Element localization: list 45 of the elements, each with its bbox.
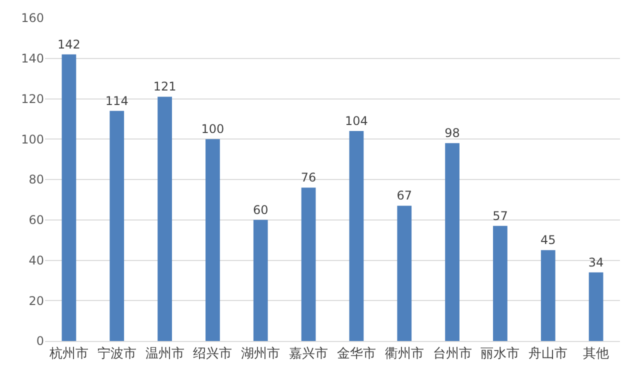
bar bbox=[301, 188, 316, 341]
data-label: 142 bbox=[58, 37, 80, 52]
data-label: 121 bbox=[153, 80, 176, 94]
data-label: 60 bbox=[252, 202, 268, 217]
data-label: 34 bbox=[588, 255, 604, 270]
y-tick-label: 120 bbox=[21, 92, 44, 106]
x-tick-label: 丽水市 bbox=[480, 346, 520, 362]
bar bbox=[588, 272, 604, 341]
bar bbox=[349, 131, 364, 341]
bar bbox=[445, 143, 460, 341]
x-tick-label: 舟山市 bbox=[528, 346, 568, 362]
data-label: 67 bbox=[396, 188, 412, 203]
x-tick-label: 温州市 bbox=[145, 346, 184, 362]
bar bbox=[158, 96, 172, 341]
x-tick-label: 金华市 bbox=[336, 346, 376, 362]
x-tick-label: 台州市 bbox=[432, 346, 472, 362]
bar bbox=[397, 206, 412, 341]
bar bbox=[253, 220, 268, 341]
y-tick-label: 160 bbox=[21, 11, 44, 26]
y-tick-label: 0 bbox=[36, 334, 44, 348]
y-tick-label: 20 bbox=[28, 294, 44, 308]
x-tick-label: 湖州市 bbox=[241, 346, 280, 362]
x-tick-label: 衢州市 bbox=[384, 346, 424, 362]
data-label: 100 bbox=[201, 122, 224, 136]
data-label: 76 bbox=[300, 170, 316, 185]
x-tick-label: 宁波市 bbox=[97, 346, 136, 362]
data-label: 45 bbox=[540, 233, 556, 248]
data-label: 114 bbox=[105, 94, 128, 108]
data-label: 57 bbox=[492, 208, 508, 223]
y-tick-label: 40 bbox=[28, 253, 44, 268]
x-tick-label: 其他 bbox=[583, 346, 610, 362]
y-tick-label: 80 bbox=[28, 172, 44, 187]
x-tick-label: 绍兴市 bbox=[193, 346, 232, 362]
bar bbox=[110, 110, 124, 341]
x-tick-label: 杭州市 bbox=[48, 346, 88, 362]
bar bbox=[493, 226, 508, 341]
bar bbox=[206, 139, 220, 341]
x-tick-label: 嘉兴市 bbox=[289, 346, 328, 362]
y-tick-label: 100 bbox=[21, 132, 44, 146]
bar bbox=[62, 54, 76, 341]
y-tick-label: 140 bbox=[21, 52, 44, 66]
y-tick-label: 60 bbox=[28, 213, 44, 228]
bar bbox=[540, 250, 556, 341]
data-label: 104 bbox=[345, 114, 368, 128]
data-label: 98 bbox=[444, 126, 460, 140]
